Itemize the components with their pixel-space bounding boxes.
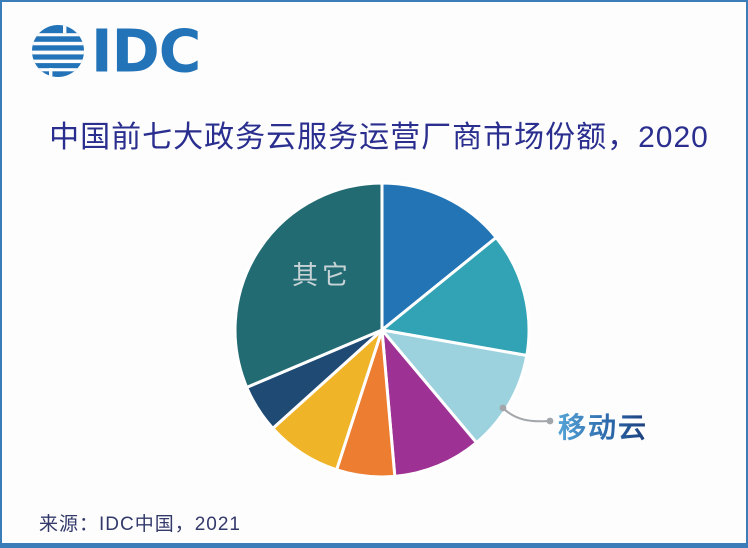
slice-label-others: 其它 — [292, 260, 353, 290]
chart-title: 中国前七大政务云服务运营厂商市场份额，2020 — [49, 121, 709, 154]
source-note: 来源：IDC中国，2021 — [39, 514, 241, 535]
pie-slice-4 — [380, 328, 478, 478]
pie-slice-2 — [380, 236, 531, 357]
pie-slice-3 — [380, 328, 529, 445]
callout-dot — [499, 404, 507, 412]
callout-line — [502, 407, 549, 423]
pie-slice-1 — [380, 181, 498, 332]
idc-globe-icon — [32, 25, 84, 77]
idc-logo: IDC — [32, 16, 201, 86]
idc-logo-text: IDC — [91, 16, 201, 86]
slice-label-mobile-cloud: 移动云 — [558, 406, 648, 446]
pie-slice-8 — [233, 181, 384, 389]
callout-dot — [546, 417, 554, 425]
